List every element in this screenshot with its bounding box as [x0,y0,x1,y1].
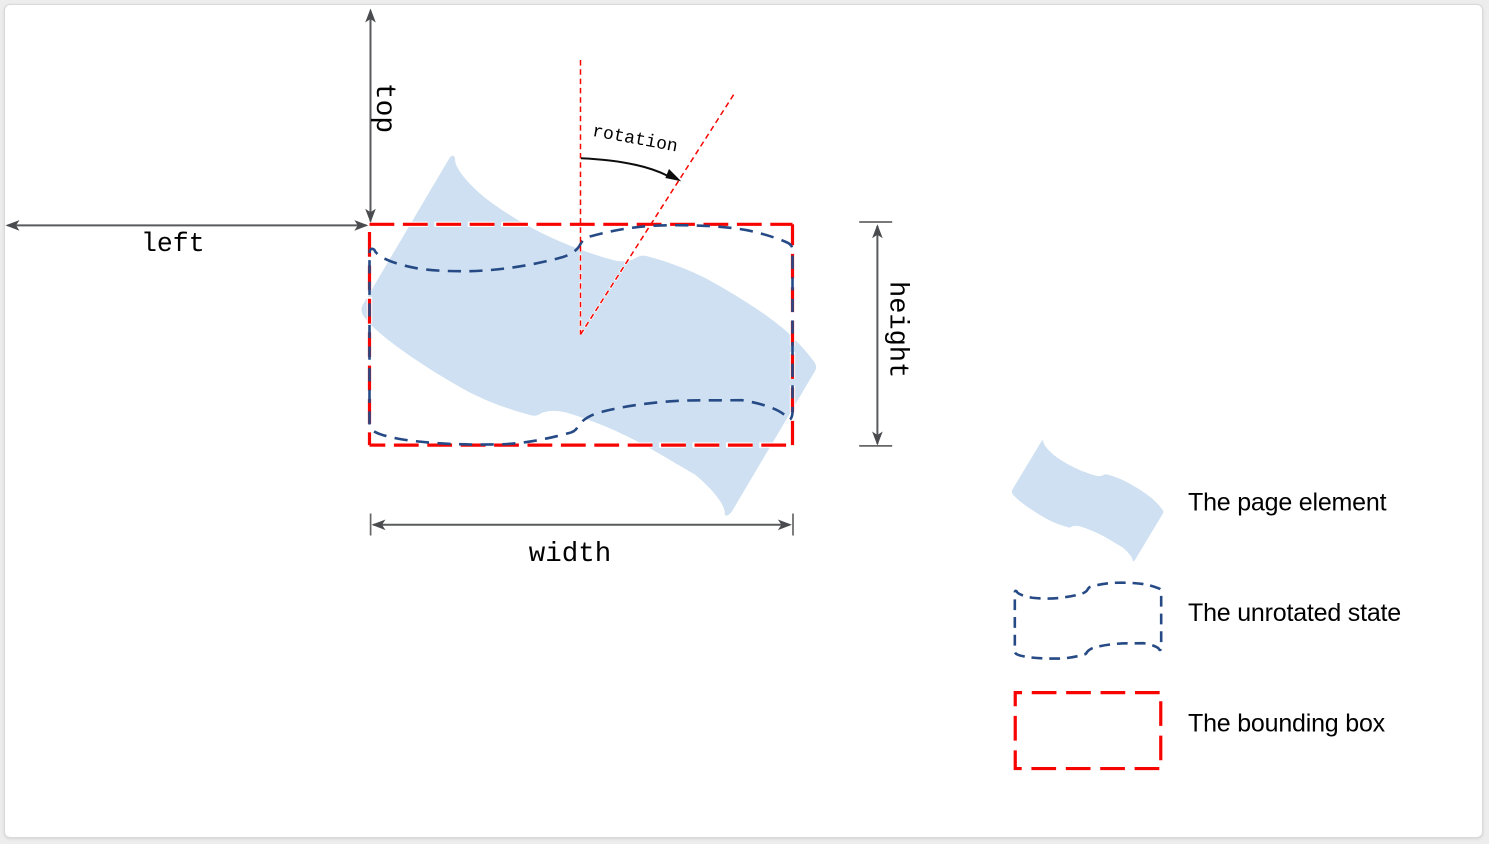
svg-text:The unrotated state: The unrotated state [1188,599,1401,627]
svg-text:The bounding box: The bounding box [1188,709,1386,737]
svg-text:height: height [882,281,912,378]
svg-text:top: top [368,83,399,133]
svg-text:left: left [141,229,205,259]
svg-text:The page element: The page element [1188,489,1387,517]
svg-text:width: width [529,539,612,570]
svg-text:rotation: rotation [591,122,680,157]
